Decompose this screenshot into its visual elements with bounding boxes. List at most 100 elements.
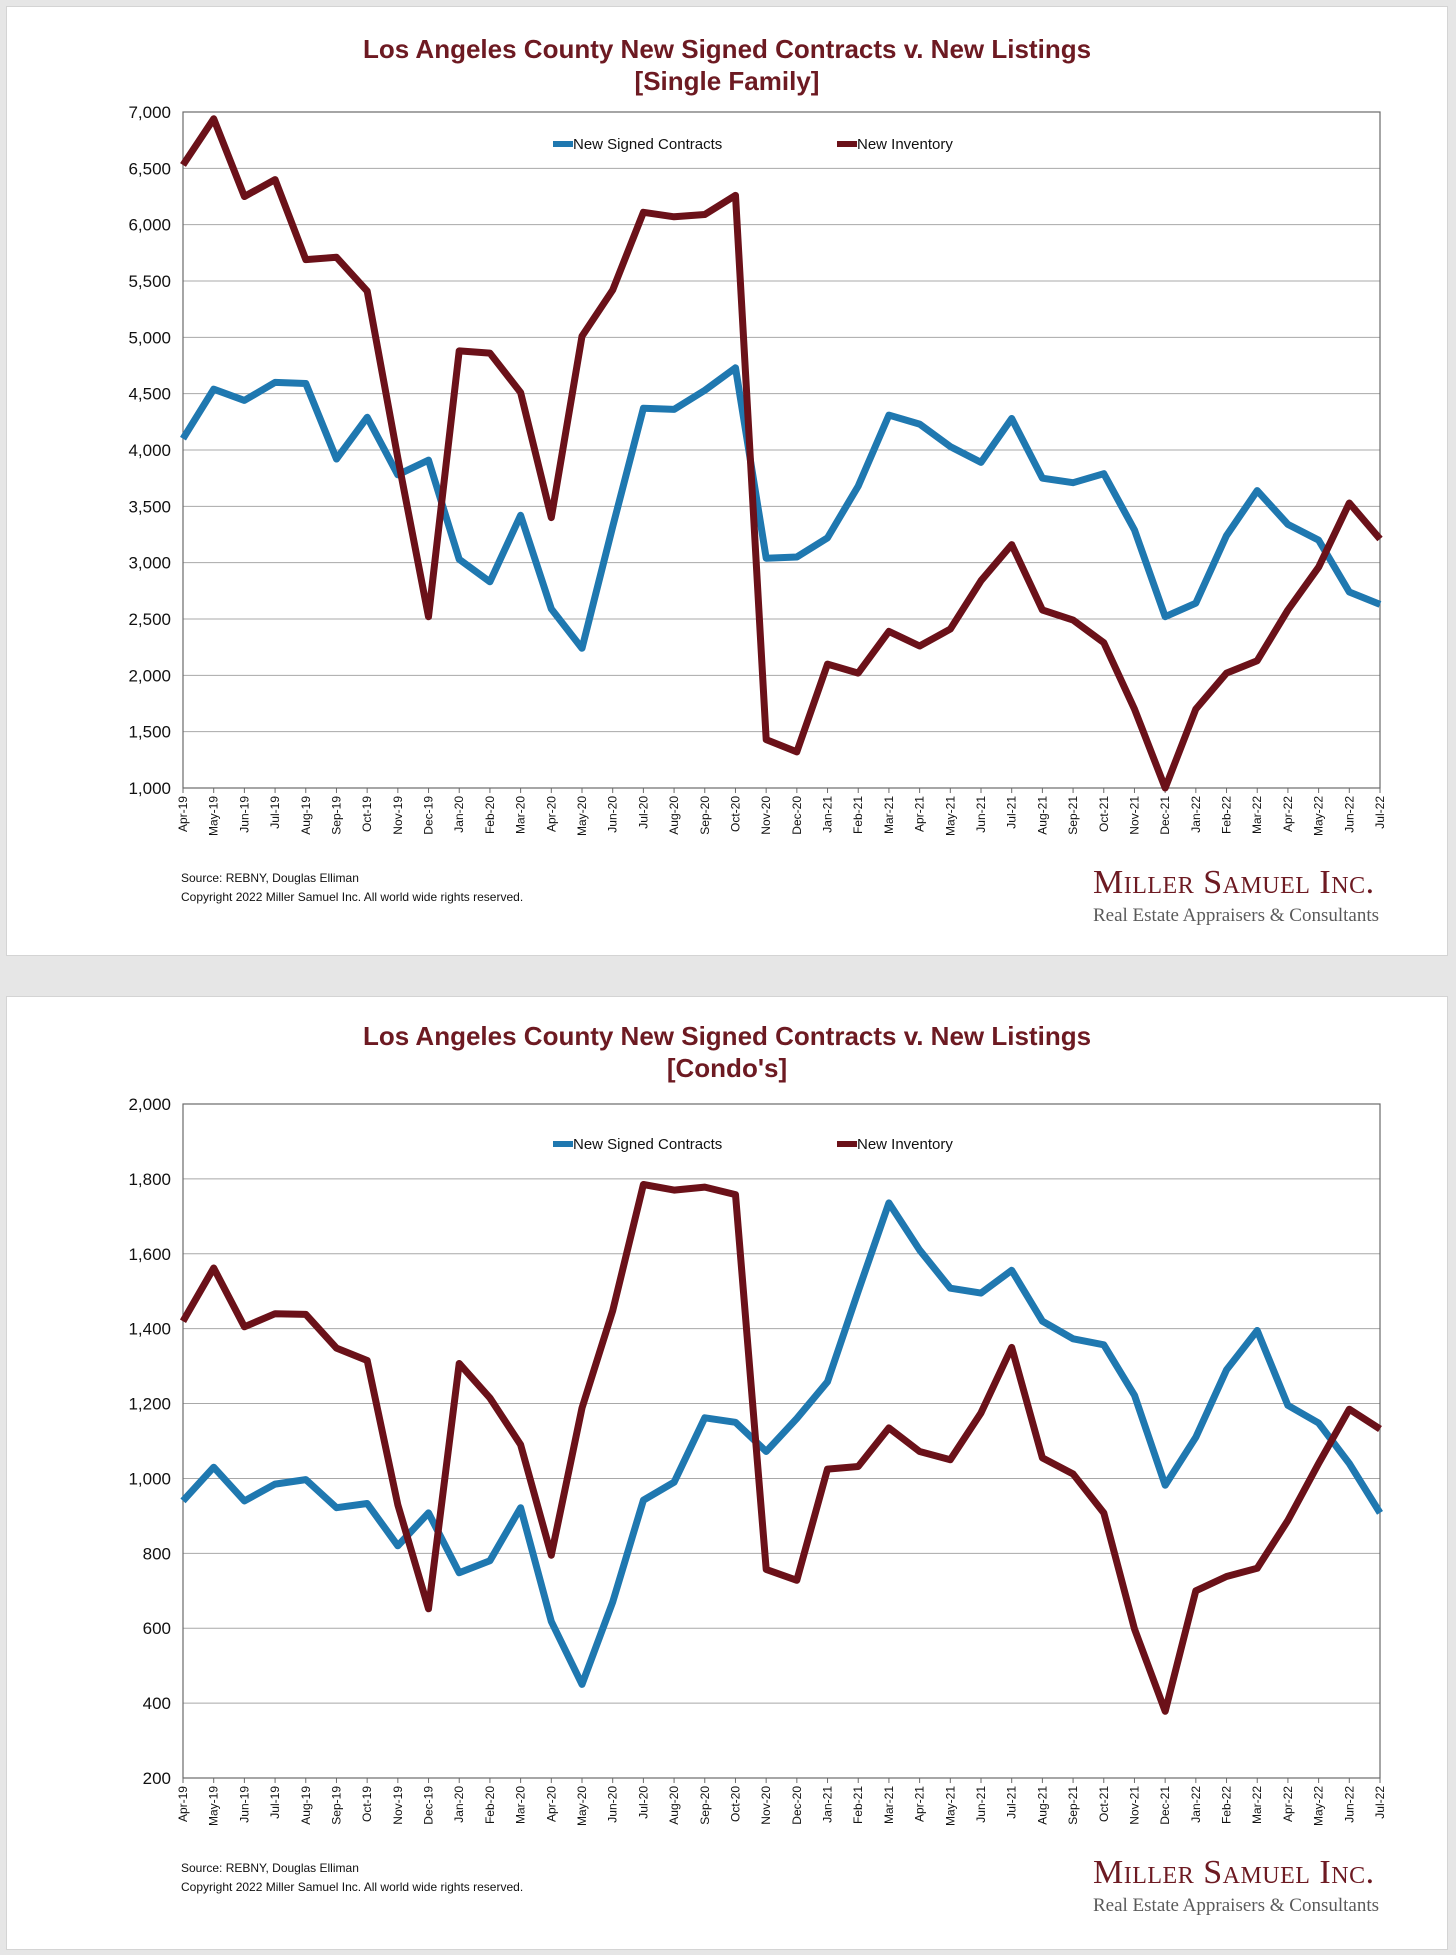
chart-title: Los Angeles County New Signed Contracts … <box>7 1020 1447 1084</box>
logo-name: Miller Samuel Inc. <box>1092 864 1375 901</box>
x-tick-label: Nov-21 <box>1127 1786 1141 1825</box>
x-tick-label: Jul-21 <box>1005 1786 1019 1819</box>
legend-label: New Signed Contracts <box>573 136 722 153</box>
y-tick-label: 2,500 <box>128 610 171 629</box>
legend-item: New Inventory <box>837 136 953 153</box>
x-tick-label: Apr-22 <box>1281 796 1295 832</box>
x-tick-label: Jul-19 <box>268 796 282 829</box>
x-tick-label: Nov-19 <box>391 796 405 835</box>
x-tick-label: Aug-20 <box>667 796 681 835</box>
x-tick-label: Jul-20 <box>636 1786 650 1819</box>
chart-panel-single-family: Los Angeles County New Signed Contracts … <box>6 6 1448 956</box>
x-tick-label: Jun-21 <box>974 796 988 833</box>
logo-name: Miller Samuel Inc. <box>1092 1854 1375 1891</box>
y-tick-label: 1,200 <box>128 1395 171 1414</box>
y-tick-label: 1,500 <box>128 723 171 742</box>
x-tick-label: Oct-21 <box>1097 796 1111 832</box>
x-tick-label: Feb-22 <box>1220 796 1234 834</box>
x-tick-label: Jun-21 <box>974 1786 988 1823</box>
y-tick-label: 1,400 <box>128 1320 171 1339</box>
x-tick-label: Dec-19 <box>422 796 436 835</box>
x-tick-label: Oct-20 <box>728 1786 742 1822</box>
x-tick-label: Apr-21 <box>913 1786 927 1822</box>
legend-label: New Inventory <box>857 136 953 153</box>
x-tick-label: May-19 <box>207 796 221 836</box>
x-tick-label: Aug-19 <box>299 796 313 835</box>
x-tick-label: Dec-19 <box>422 1786 436 1825</box>
y-tick-label: 6,500 <box>128 159 171 178</box>
y-tick-label: 400 <box>143 1694 171 1713</box>
chart-title-main: Los Angeles County New Signed Contracts … <box>362 1021 1092 1051</box>
x-tick-label: Jul-22 <box>1373 1786 1387 1819</box>
y-tick-label: 5,000 <box>128 328 171 347</box>
x-tick-label: Mar-21 <box>882 796 896 834</box>
plot-area <box>183 1104 1380 1778</box>
y-tick-label: 1,000 <box>128 779 171 798</box>
legend-label: New Inventory <box>857 1136 953 1153</box>
line-chart-condo: 200 400 600 800 1,000 1,200 1,400 1,600 1,800 2,0… <box>128 1095 1387 1826</box>
series-line-new-signed-contracts <box>180 1199 1383 1688</box>
line-chart-single-family: 1,000 1,500 2,000 2,500 3,000 3,500 4,000 4,500… <box>128 103 1387 836</box>
x-tick-label: Oct-21 <box>1097 1786 1111 1822</box>
y-tick-label: 200 <box>143 1769 171 1788</box>
x-tick-label: Oct-19 <box>360 796 374 832</box>
y-tick-label: 1,600 <box>128 1245 171 1264</box>
x-tick-label: Dec-20 <box>790 796 804 835</box>
x-tick-label: Sep-20 <box>698 796 712 835</box>
x-tick-label: Apr-21 <box>913 796 927 832</box>
x-tick-label: Jan-21 <box>821 1786 835 1823</box>
x-tick-label: Feb-21 <box>851 1786 865 1824</box>
chart-panel-condo: Los Angeles County New Signed Contracts … <box>6 996 1448 1950</box>
x-tick-label: Feb-20 <box>483 796 497 834</box>
company-logo: Miller Samuel Inc. Real Estate Appraiser… <box>1093 1853 1379 1919</box>
x-tick-label: Mar-21 <box>882 1786 896 1824</box>
x-tick-label: Jul-20 <box>636 796 650 829</box>
x-tick-label: Jun-19 <box>237 1786 251 1823</box>
x-tick-label: May-21 <box>943 796 957 836</box>
chart-title: Los Angeles County New Signed Contracts … <box>7 33 1447 97</box>
x-tick-label: Apr-20 <box>544 1786 558 1822</box>
x-tick-label: Nov-21 <box>1127 796 1141 835</box>
copyright-text: Copyright 2022 Miller Samuel Inc. All wo… <box>181 1880 524 1894</box>
legend-item: New Signed Contracts <box>553 1136 722 1153</box>
x-tick-label: Jul-22 <box>1373 796 1387 829</box>
x-tick-label: Mar-20 <box>514 1786 528 1824</box>
company-logo: Miller Samuel Inc. Real Estate Appraiser… <box>1093 863 1379 929</box>
legend-label: New Signed Contracts <box>573 1136 722 1153</box>
chart-subtitle: [Single Family] <box>634 66 820 96</box>
source-text: Source: REBNY, Douglas Elliman <box>181 871 359 885</box>
x-tick-label: Sep-19 <box>329 796 343 835</box>
x-tick-label: Jan-21 <box>821 796 835 833</box>
y-tick-label: 5,500 <box>128 272 171 291</box>
logo-tagline: Real Estate Appraisers & Consultants <box>1092 905 1379 926</box>
x-tick-label: Sep-19 <box>329 1786 343 1825</box>
x-tick-label: Jun-20 <box>606 1786 620 1823</box>
copyright-text: Copyright 2022 Miller Samuel Inc. All wo… <box>181 890 524 904</box>
y-tick-label: 3,000 <box>128 554 171 573</box>
source-note: Source: REBNY, Douglas Elliman Copyright… <box>181 1859 523 1897</box>
x-tick-label: Apr-19 <box>176 1786 190 1822</box>
legend-item: New Signed Contracts <box>553 136 722 153</box>
chart-title-main: Los Angeles County New Signed Contracts … <box>362 34 1092 64</box>
x-tick-label: Nov-20 <box>759 796 773 835</box>
x-tick-label: Mar-20 <box>514 796 528 834</box>
logo-tagline: Real Estate Appraisers & Consultants <box>1092 1895 1379 1916</box>
x-tick-label: Mar-22 <box>1250 1786 1264 1824</box>
x-tick-label: Feb-20 <box>483 1786 497 1824</box>
y-tick-label: 2,000 <box>128 666 171 685</box>
x-tick-label: Dec-21 <box>1158 796 1172 835</box>
plot-frame <box>182 111 1381 789</box>
chart-subtitle: [Condo's] <box>666 1053 788 1083</box>
y-tick-label: 1,000 <box>128 1469 171 1488</box>
y-tick-label: 4,000 <box>128 441 171 460</box>
x-tick-label: Apr-20 <box>544 796 558 832</box>
x-tick-label: Jan-20 <box>452 796 466 833</box>
y-tick-label: 2,000 <box>128 1095 171 1114</box>
x-tick-label: Aug-21 <box>1035 1786 1049 1825</box>
legend-item: New Inventory <box>837 1136 953 1153</box>
series-line-new-inventory <box>180 115 1383 792</box>
x-tick-label: Dec-21 <box>1158 1786 1172 1825</box>
x-tick-label: Oct-20 <box>728 796 742 832</box>
source-note: Source: REBNY, Douglas Elliman Copyright… <box>181 869 523 907</box>
x-tick-label: Mar-22 <box>1250 796 1264 834</box>
